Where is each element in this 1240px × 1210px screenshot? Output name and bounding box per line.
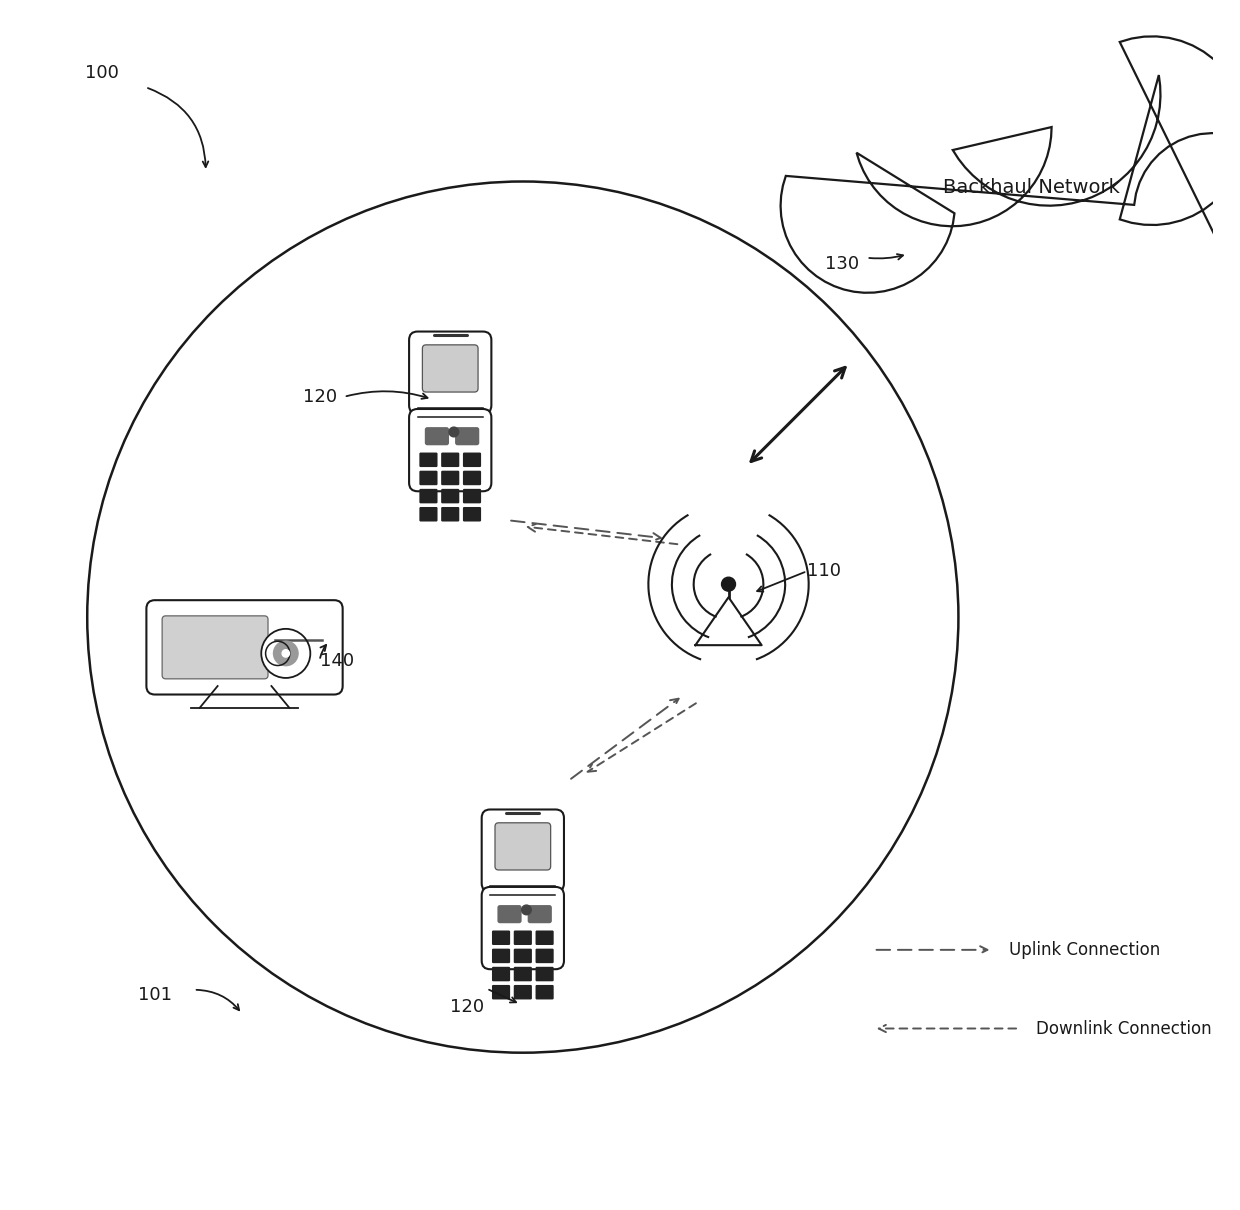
FancyBboxPatch shape [425, 427, 449, 445]
Text: 110: 110 [807, 563, 841, 580]
Text: Downlink Connection: Downlink Connection [1035, 1020, 1211, 1037]
FancyBboxPatch shape [536, 949, 554, 963]
FancyBboxPatch shape [409, 409, 491, 491]
Circle shape [262, 629, 310, 678]
Polygon shape [696, 598, 761, 645]
FancyBboxPatch shape [481, 887, 564, 969]
FancyBboxPatch shape [409, 332, 491, 414]
FancyBboxPatch shape [492, 949, 510, 963]
Text: 100: 100 [84, 64, 119, 81]
Text: 130: 130 [826, 255, 859, 272]
FancyBboxPatch shape [419, 507, 438, 522]
Text: Backhaul Network: Backhaul Network [942, 178, 1120, 197]
FancyBboxPatch shape [492, 930, 510, 945]
FancyBboxPatch shape [455, 427, 480, 445]
FancyBboxPatch shape [536, 985, 554, 999]
Circle shape [283, 650, 289, 657]
Text: 120: 120 [303, 388, 337, 405]
Circle shape [522, 905, 531, 915]
FancyBboxPatch shape [441, 453, 459, 467]
Circle shape [449, 427, 459, 437]
FancyBboxPatch shape [146, 600, 342, 695]
Circle shape [722, 577, 735, 592]
Text: 120: 120 [450, 998, 485, 1015]
Circle shape [265, 641, 290, 666]
FancyBboxPatch shape [513, 967, 532, 981]
FancyBboxPatch shape [463, 471, 481, 485]
FancyBboxPatch shape [492, 985, 510, 999]
FancyBboxPatch shape [419, 471, 438, 485]
FancyBboxPatch shape [463, 489, 481, 503]
FancyBboxPatch shape [463, 507, 481, 522]
FancyBboxPatch shape [492, 967, 510, 981]
FancyBboxPatch shape [441, 471, 459, 485]
Text: 101: 101 [138, 986, 172, 1003]
FancyBboxPatch shape [419, 489, 438, 503]
FancyBboxPatch shape [536, 930, 554, 945]
FancyBboxPatch shape [513, 985, 532, 999]
FancyBboxPatch shape [481, 809, 564, 892]
Text: 140: 140 [320, 652, 353, 669]
FancyBboxPatch shape [528, 905, 552, 923]
Circle shape [274, 641, 298, 666]
FancyBboxPatch shape [513, 949, 532, 963]
FancyBboxPatch shape [497, 905, 522, 923]
FancyBboxPatch shape [495, 823, 551, 870]
FancyBboxPatch shape [536, 967, 554, 981]
FancyBboxPatch shape [463, 453, 481, 467]
FancyBboxPatch shape [513, 930, 532, 945]
FancyBboxPatch shape [441, 507, 459, 522]
Text: Uplink Connection: Uplink Connection [1009, 941, 1161, 958]
FancyBboxPatch shape [441, 489, 459, 503]
Polygon shape [780, 36, 1240, 293]
FancyBboxPatch shape [419, 453, 438, 467]
FancyBboxPatch shape [162, 616, 268, 679]
FancyBboxPatch shape [423, 345, 479, 392]
